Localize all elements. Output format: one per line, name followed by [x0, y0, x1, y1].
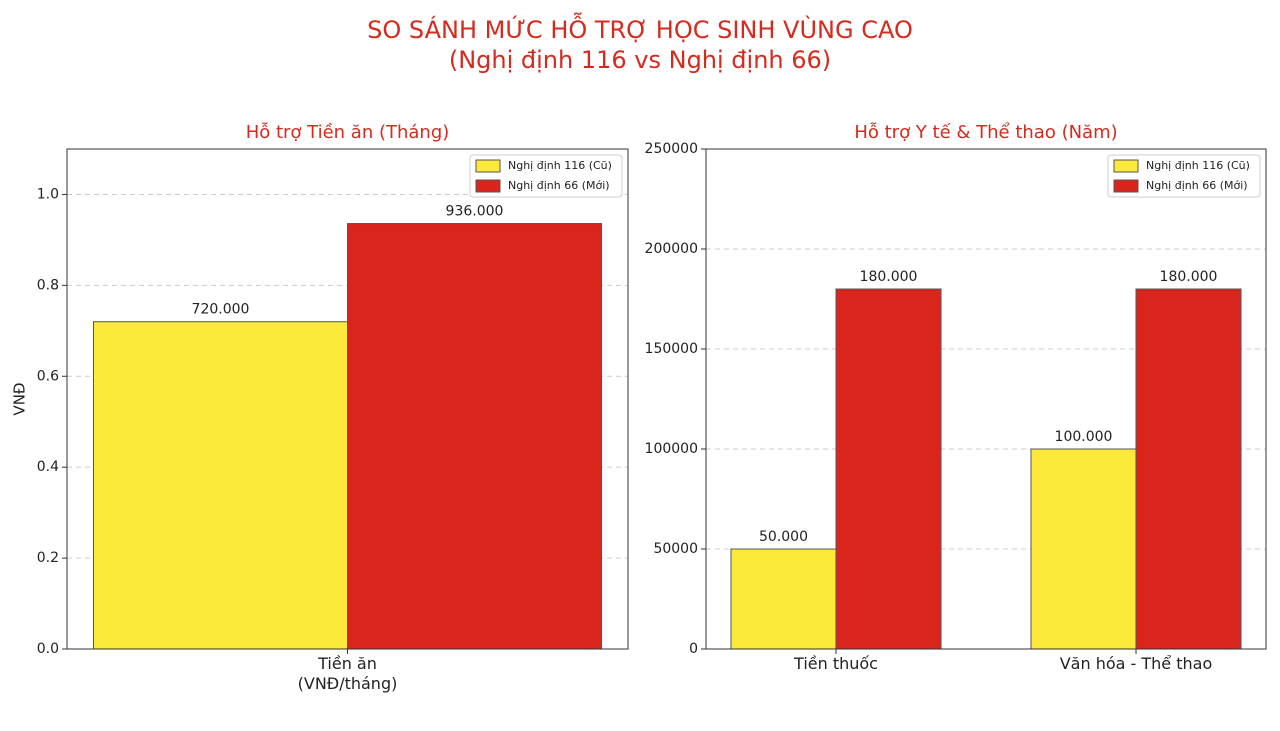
data-label: 180.000 — [860, 269, 918, 285]
subplot-title: Hỗ trợ Tiền ăn (Tháng) — [246, 122, 450, 143]
y-tick-label: 200000 — [645, 241, 698, 257]
legend-label: Nghị định 116 (Cũ) — [1146, 159, 1250, 172]
plot-frame — [705, 148, 1267, 650]
x-tick-label: Văn hóa - Thể thao — [1059, 654, 1213, 673]
bar — [730, 548, 837, 650]
y-tick-label: 250000 — [645, 141, 698, 157]
y-tick-label: 0.8 — [37, 277, 59, 293]
data-label: 180.000 — [1160, 269, 1218, 285]
bar — [347, 223, 602, 650]
bar — [1030, 448, 1137, 650]
y-tick-label: 0.6 — [37, 368, 59, 384]
data-label: 720.000 — [192, 302, 250, 318]
y-tick-label: 0.0 — [37, 641, 59, 657]
y-tick-label: 150000 — [645, 341, 698, 357]
data-label: 936.000 — [446, 204, 504, 220]
y-tick-label: 100000 — [645, 441, 698, 457]
legend-box — [1107, 154, 1261, 198]
y-tick-label: 1.0 — [37, 186, 59, 202]
legend-swatch — [1113, 179, 1139, 193]
y-tick-label: 0.4 — [37, 459, 59, 475]
bar — [835, 288, 942, 650]
legend-swatch — [1113, 159, 1139, 173]
bar — [93, 321, 348, 650]
main-subtitle: (Nghị định 116 vs Nghị định 66) — [449, 46, 831, 74]
data-label: 100.000 — [1055, 429, 1113, 445]
y-tick-label: 50000 — [653, 541, 698, 557]
legend-box — [469, 154, 623, 198]
y-axis-label: VNĐ — [11, 382, 29, 415]
legend-swatch — [475, 179, 501, 193]
data-label: 50.000 — [759, 529, 808, 545]
main-title: SO SÁNH MỨC HỖ TRỢ HỌC SINH VÙNG CAO — [367, 10, 913, 44]
y-tick-label: 0.2 — [37, 550, 59, 566]
legend-swatch — [475, 159, 501, 173]
legend-label: Nghị định 66 (Mới) — [1146, 179, 1248, 192]
legend-label: Nghị định 116 (Cũ) — [508, 159, 612, 172]
x-tick-label: Tiền thuốc — [794, 654, 878, 673]
bar — [1135, 288, 1242, 650]
y-tick-label: 0 — [689, 641, 698, 657]
subplot-title: Hỗ trợ Y tế & Thể thao (Năm) — [854, 122, 1117, 143]
x-tick-label: Tiền ăn (VNĐ/tháng) — [297, 654, 398, 693]
legend-label: Nghị định 66 (Mới) — [508, 179, 610, 192]
